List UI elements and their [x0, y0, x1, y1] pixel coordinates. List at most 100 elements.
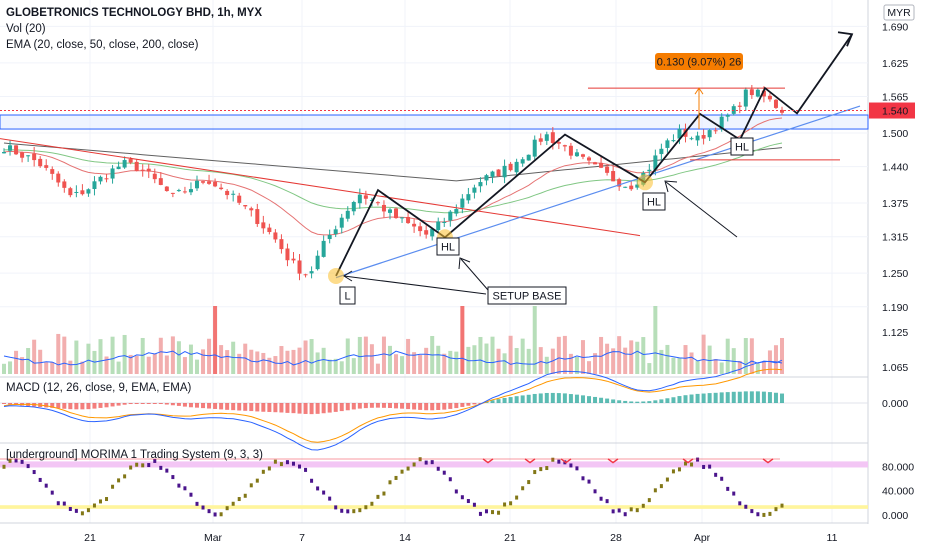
macd-histogram-bar — [520, 395, 525, 403]
morima-mark — [255, 478, 259, 483]
macd-histogram-bar — [8, 403, 13, 405]
candle-body — [201, 181, 206, 183]
volume-bar — [321, 347, 326, 374]
morima-signal — [682, 458, 694, 464]
volume-bar — [68, 360, 73, 374]
morima-mark — [605, 499, 609, 504]
candle-body — [164, 186, 169, 192]
morima-mark — [394, 475, 398, 480]
candle-body — [26, 155, 31, 157]
macd-histogram-bar — [363, 403, 368, 409]
macd-histogram-bar — [327, 403, 332, 413]
candle-body — [731, 106, 736, 114]
macd-histogram-bar — [508, 397, 513, 403]
morima-mark — [50, 490, 54, 495]
hl-arrowhead — [664, 180, 678, 193]
morima-mark — [738, 501, 742, 506]
morima-mark — [436, 466, 440, 471]
macd-histogram-bar — [297, 403, 302, 414]
volume-bar — [26, 348, 31, 374]
macd-histogram-bar — [303, 403, 308, 414]
volume-bar — [309, 339, 314, 374]
candle-body — [737, 105, 742, 107]
morima-mark — [466, 499, 470, 504]
macd-histogram-bar — [394, 403, 399, 409]
higher-low-label-3: HL — [735, 142, 749, 154]
candle-body — [261, 222, 266, 229]
macd-histogram-bar — [683, 395, 688, 403]
candle-body — [508, 163, 513, 171]
volume-bar — [719, 362, 724, 374]
volume-bar — [761, 361, 766, 374]
macd-histogram-bar — [725, 392, 730, 403]
morima-mark — [111, 484, 115, 489]
morima-mark — [454, 489, 458, 494]
candle-body — [194, 180, 199, 189]
macd-histogram-bar — [291, 403, 296, 414]
morima-mark — [20, 459, 24, 464]
morima-mark — [285, 460, 289, 465]
macd-histogram-bar — [635, 401, 640, 403]
candle-body — [74, 191, 79, 193]
candle-body — [225, 190, 230, 196]
volume-bar — [689, 352, 694, 374]
candle-body — [68, 188, 73, 196]
morima-tick-label: 0.000 — [882, 510, 908, 522]
candle-body — [375, 202, 380, 204]
candle-body — [38, 158, 43, 167]
morima-mark — [720, 476, 724, 481]
macd-histogram-bar — [605, 398, 610, 403]
macd-histogram-bar — [152, 403, 157, 404]
time-tick-label: 21 — [84, 532, 96, 544]
higher-low-label-3-box — [730, 137, 754, 156]
volume-bar — [110, 336, 115, 374]
candle-body — [617, 179, 622, 187]
volume-bar — [478, 336, 483, 374]
morima-mark — [177, 483, 181, 488]
morima-mark — [708, 464, 712, 469]
macd-histogram-bar — [532, 393, 537, 403]
volume-bar — [273, 356, 278, 374]
volume-bar — [116, 361, 121, 374]
morima-mark — [68, 506, 72, 511]
volume-bar — [520, 338, 525, 374]
volume-ma-line — [3, 350, 783, 366]
morima-mark — [665, 477, 669, 482]
volume-bar — [767, 350, 772, 374]
morima-mark — [750, 509, 754, 514]
candle-body — [574, 152, 579, 157]
higher-low-label-1: HL — [441, 242, 455, 254]
macd-histogram-bar — [599, 397, 604, 403]
volume-bar — [8, 361, 13, 374]
candle-body — [629, 185, 634, 190]
volume-bar — [780, 337, 784, 374]
candle-body — [550, 132, 555, 144]
volume-bar — [472, 345, 477, 374]
morima-mark — [74, 508, 78, 513]
morima-mark — [32, 470, 36, 475]
morima-pane — [0, 457, 868, 517]
candle-body — [677, 128, 682, 139]
morima-mark — [195, 501, 199, 506]
candle-body — [466, 194, 471, 201]
macd-histogram-bar — [261, 403, 266, 412]
macd-histogram-bar — [110, 403, 115, 407]
morima-mark — [647, 498, 651, 503]
morima-mark — [442, 470, 446, 475]
candle-body — [671, 140, 676, 142]
setup-base-label-box — [487, 286, 567, 305]
price-tick-label: 1.565 — [882, 92, 908, 104]
volume-bar — [454, 351, 459, 374]
macd-histogram-bar — [689, 394, 694, 403]
candle-body — [273, 232, 278, 240]
volume-bar — [261, 352, 266, 374]
morima-mark — [503, 502, 507, 507]
resistance-box[interactable] — [0, 114, 869, 130]
trend-drawings[interactable]: L HL HL HL SETUP BASE 0.130 (9.07%) 26 — [0, 31, 861, 305]
candle-body — [749, 89, 754, 96]
price-axis[interactable]: 1.690 1.625 1.565 1.500 1.440 1.375 1.315 1.250… — [0, 4, 915, 522]
morima-mark — [617, 508, 621, 513]
hl-arrow — [665, 181, 738, 238]
time-axis[interactable]: 21 Mar 7 14 21 28 Apr 11 — [84, 532, 837, 544]
